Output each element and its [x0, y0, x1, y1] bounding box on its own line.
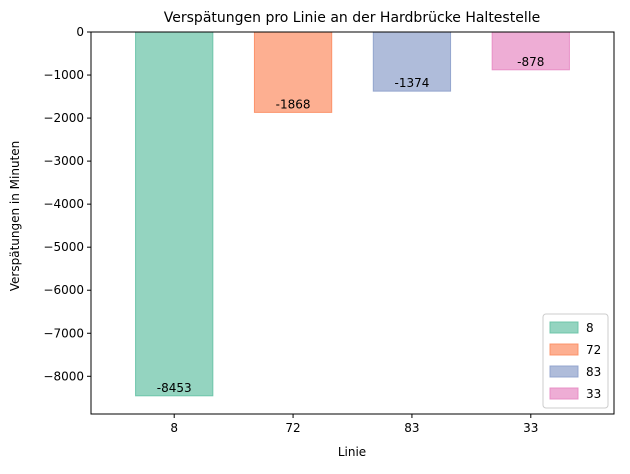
y-tick-label: −4000 [43, 197, 84, 211]
y-tick-label: −6000 [43, 283, 84, 297]
y-tick-label: −7000 [43, 326, 84, 340]
data-label-83: -1374 [394, 76, 429, 90]
legend-swatch-8 [549, 321, 579, 334]
legend-swatch-83 [549, 365, 579, 378]
chart-title: Verspätungen pro Linie an der Hardbrücke… [164, 10, 540, 26]
legend-label-8: 8 [586, 321, 594, 335]
y-tick-label: −2000 [43, 111, 84, 125]
legend-swatch-33 [549, 387, 579, 400]
legend-label-33: 33 [586, 387, 601, 401]
x-axis-label: Linie [338, 445, 366, 459]
legend-label-72: 72 [586, 343, 601, 357]
x-tick-label: 8 [170, 421, 178, 435]
data-label-72: -1868 [276, 97, 311, 111]
data-label-33: -878 [517, 55, 544, 69]
bar-8 [135, 31, 214, 397]
y-axis-label: Verspätungen in Minuten [8, 141, 22, 292]
legend [542, 313, 609, 409]
data-label-8: -8453 [157, 381, 192, 395]
bar-83 [372, 31, 452, 92]
y-tick-label: −5000 [43, 240, 84, 254]
x-tick-label: 72 [285, 421, 300, 435]
y-tick-label: −3000 [43, 154, 84, 168]
legend-swatch-72 [549, 343, 579, 356]
x-tick-label: 33 [523, 421, 538, 435]
y-tick-label: 0 [76, 25, 84, 39]
y-tick-label: −8000 [43, 369, 84, 383]
y-tick-label: −1000 [43, 68, 84, 82]
bar-72 [253, 31, 333, 113]
x-tick-label: 83 [404, 421, 419, 435]
plot-frame [90, 31, 615, 415]
legend-label-83: 83 [586, 365, 601, 379]
